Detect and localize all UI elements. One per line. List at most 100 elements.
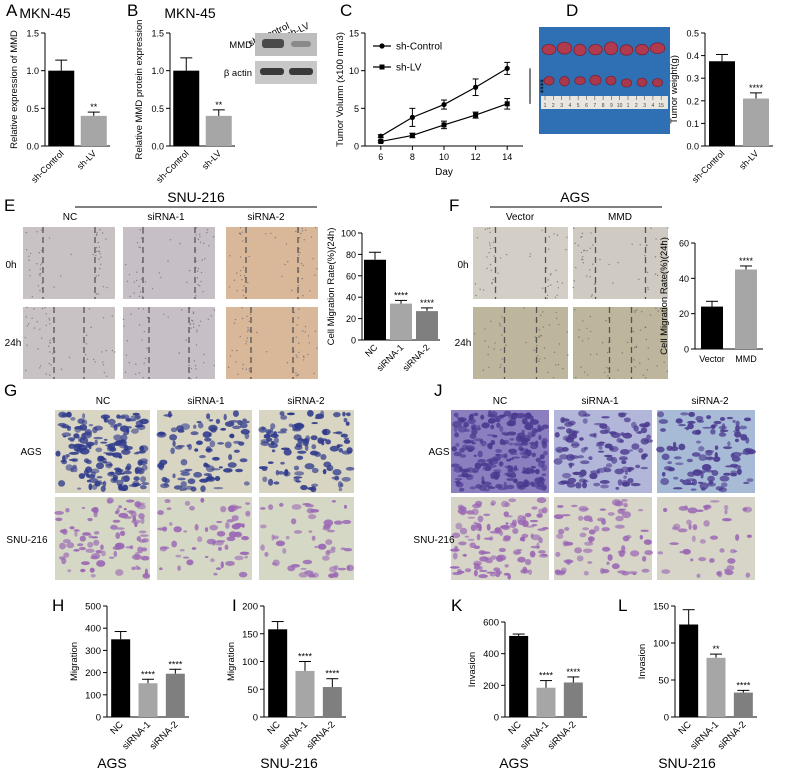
cell-dot <box>488 252 490 254</box>
stained-cell <box>199 454 206 459</box>
stained-cell <box>524 467 533 475</box>
stained-cell <box>453 451 462 457</box>
y-tick-label: 0 <box>354 142 359 152</box>
stained-cell <box>605 463 613 468</box>
bar-nc <box>679 624 699 717</box>
stained-cell <box>345 421 350 426</box>
cell-dot <box>281 275 283 278</box>
cell-dot <box>190 327 192 329</box>
cell-dot <box>98 250 101 252</box>
stained-cell <box>264 551 269 557</box>
y-tick-label: 0.2 <box>686 96 699 106</box>
stained-cell <box>736 468 742 475</box>
cell-dot <box>208 245 210 247</box>
stained-cell <box>527 431 535 438</box>
cell-dot <box>590 232 592 234</box>
x-tick-label: Vector <box>699 354 725 364</box>
y-tick-label: 600 <box>483 618 499 629</box>
stained-cell <box>311 444 317 450</box>
stained-cell <box>271 449 276 453</box>
stained-cell <box>205 476 215 481</box>
stained-cell <box>588 456 593 460</box>
stained-cell <box>464 535 470 538</box>
significance-label: **** <box>141 669 156 679</box>
cell-dot <box>243 285 245 287</box>
stained-cell <box>112 452 122 458</box>
stained-cell <box>233 449 240 453</box>
stained-cell <box>688 411 696 417</box>
stained-cell <box>62 539 71 544</box>
y-tick-label: 0.5 <box>686 29 699 39</box>
stained-cell <box>596 467 607 473</box>
e-col-nc: NC <box>63 212 77 223</box>
stained-cell <box>746 449 756 455</box>
ruler-tick-label: 15 <box>658 103 664 109</box>
tumor <box>543 75 555 86</box>
stained-cell <box>480 414 485 420</box>
stained-cell <box>108 471 115 476</box>
cell-dot <box>38 252 41 254</box>
stained-cell <box>740 433 748 441</box>
stained-cell <box>475 500 483 507</box>
cell-dot <box>188 364 190 367</box>
cell-dot <box>631 243 633 246</box>
stained-cell <box>116 468 124 473</box>
stained-cell <box>486 458 492 463</box>
e-col-sirna1: siRNA-1 <box>147 212 185 223</box>
stained-cell <box>483 557 493 560</box>
legend-label: sh-LV <box>396 63 422 74</box>
x-tick-label: NC <box>108 719 126 737</box>
significance-label: **** <box>298 652 313 662</box>
stained-cell <box>679 550 683 554</box>
stained-cell <box>504 515 513 518</box>
y-tick-label: 20 <box>679 309 689 319</box>
cell-dot <box>129 295 131 298</box>
cell-dot <box>626 341 629 344</box>
cell-dot <box>196 270 199 272</box>
stained-cell <box>291 504 302 510</box>
stained-cell <box>701 463 712 471</box>
stained-cell <box>616 437 622 443</box>
stained-cell <box>678 443 686 451</box>
stained-cell <box>582 482 588 489</box>
stained-cell <box>465 445 476 452</box>
cell-dot <box>633 359 635 361</box>
cell-dot <box>538 335 540 337</box>
cell-dot <box>241 307 243 309</box>
title-e: SNU-216 <box>167 189 225 205</box>
wound-image-24h <box>123 307 215 379</box>
stained-cell <box>455 442 460 447</box>
stained-cell <box>66 427 72 431</box>
significance-label: **** <box>566 667 581 677</box>
stained-cell <box>240 420 250 424</box>
cell-dot <box>501 334 503 336</box>
stained-cell <box>210 426 217 433</box>
wb-row-label-mmd: MMD <box>229 40 252 51</box>
stained-cell <box>69 526 75 530</box>
cell-dot <box>86 358 89 361</box>
stained-cell <box>100 441 108 444</box>
cell-dot <box>303 239 305 241</box>
stained-cell <box>688 523 692 530</box>
stained-cell <box>212 456 220 461</box>
cell-dot <box>134 373 137 375</box>
cell-dot <box>529 255 531 258</box>
stained-cell <box>695 509 704 512</box>
stained-cell <box>95 447 103 453</box>
cell-dot <box>192 320 194 322</box>
bar-nc <box>111 639 131 717</box>
stained-cell <box>220 561 224 569</box>
stained-cell <box>215 418 221 424</box>
stained-cell <box>602 546 611 552</box>
cell-dot <box>493 255 495 257</box>
stained-cell <box>338 487 343 492</box>
chart-k: 0200400600InvasionNC****siRNA-1****siRNA… <box>467 618 587 752</box>
cell-dot <box>582 258 584 261</box>
stained-cell <box>489 442 493 450</box>
cell-dot <box>500 363 502 366</box>
stained-cell <box>209 440 216 448</box>
stained-cell <box>307 487 315 491</box>
cell-dot <box>479 288 481 291</box>
cell-dot <box>286 362 289 364</box>
stained-cell <box>210 558 215 563</box>
